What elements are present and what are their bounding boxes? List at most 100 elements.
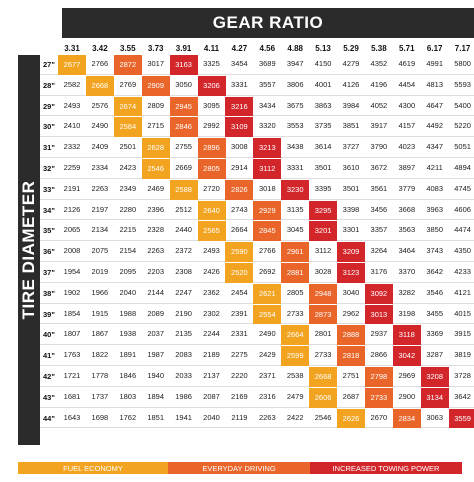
row-label: 30": [43, 122, 55, 132]
ratio-cell: 1940: [147, 371, 165, 380]
ratio-cell: 2576: [91, 100, 109, 110]
ratio-cell: 3455: [426, 308, 444, 318]
ratio-cell: 3806: [286, 79, 304, 89]
legend-label: INCREASED TOWING POWER: [332, 463, 440, 473]
ratio-cell: 5800: [454, 59, 471, 68]
ratio-cell: 2089: [147, 308, 165, 318]
ratio-cell: 3675: [286, 100, 304, 110]
ratio-cell: 2755: [175, 142, 192, 152]
column-header: 4.27: [231, 44, 248, 53]
ratio-cell: 2945: [169, 96, 198, 117]
ratio-cell: 2429: [258, 350, 276, 360]
ratio-cell: 2119: [231, 412, 248, 422]
ratio-cell: 2962: [342, 308, 360, 318]
ratio-cell: 2590: [225, 242, 254, 262]
row-label: 38": [43, 288, 55, 298]
row-label: 37": [43, 268, 55, 277]
ratio-cell: 3850: [426, 225, 444, 235]
column-header: 5.38: [371, 44, 387, 53]
ratio-cell: 3668: [398, 204, 416, 214]
ratio-cell: 3123: [337, 263, 365, 283]
ratio-cell: 4991: [426, 59, 444, 68]
ratio-cell: 4126: [342, 79, 360, 89]
ratio-cell: 2669: [175, 163, 192, 172]
ratio-cell: 3947: [286, 59, 304, 68]
ratio-cell: 2144: [147, 287, 165, 297]
ratio-cell: 3642: [454, 391, 471, 401]
ratio-cell: 3092: [364, 283, 393, 304]
ratio-cell: 2065: [63, 225, 81, 235]
ratio-cell: 3438: [286, 142, 304, 152]
ratio-cell: 2469: [147, 183, 165, 193]
ratio-cell: 4492: [426, 121, 444, 131]
ratio-cell: 3398: [342, 204, 360, 214]
ratio-cell: 1891: [119, 350, 137, 360]
ratio-cell: 1966: [91, 287, 109, 297]
ratio-cell: 2372: [175, 246, 192, 256]
ratio-cell: 4474: [454, 225, 471, 235]
ratio-cell: 1988: [119, 308, 137, 318]
ratio-cell: 3501: [314, 163, 332, 172]
ratio-cell: 4196: [370, 79, 388, 89]
ratio-cell: 1854: [63, 308, 81, 318]
row-label: 34": [43, 205, 55, 215]
ratio-cell: 3206: [197, 75, 226, 96]
ratio-cell: 3963: [426, 204, 444, 214]
ratio-cell: 3559: [448, 408, 474, 429]
ratio-cell: 2362: [203, 287, 220, 297]
side-title: TIRE DIAMETER: [19, 180, 38, 320]
ratio-cell: 2190: [175, 308, 192, 318]
ratio-cell: 2280: [119, 204, 137, 214]
column-header: 3.42: [92, 44, 108, 53]
ratio-cell: 3561: [370, 183, 388, 193]
ratio-cell: 2546: [314, 412, 332, 422]
title-bar: GEAR RATIO: [62, 8, 474, 38]
ratio-cell: 2259: [63, 163, 81, 172]
ratio-cell: 3135: [286, 204, 304, 214]
ratio-cell: 4745: [454, 183, 471, 193]
ratio-cell: 2135: [175, 329, 192, 339]
ratio-cell: 4352: [370, 59, 388, 68]
ratio-cell: 3735: [314, 121, 332, 131]
ratio-cell: 3163: [169, 55, 198, 75]
ratio-cell: 2733: [314, 350, 332, 360]
column-header: 3.73: [147, 44, 164, 53]
ratio-cell: 2546: [141, 159, 170, 179]
ratio-cell: 2826: [225, 179, 254, 200]
ratio-cell: 1681: [63, 391, 81, 401]
ratio-cell: 3357: [370, 225, 388, 235]
ratio-cell: 4023: [398, 142, 416, 152]
row-label: 36": [43, 247, 55, 257]
ratio-cell: 2599: [281, 346, 310, 366]
ratio-cell: 3370: [398, 267, 416, 276]
ratio-cell: 3727: [342, 142, 360, 152]
ratio-cell: 3201: [309, 221, 338, 242]
column-header: 3.91: [175, 44, 192, 53]
ratio-cell: 2992: [203, 121, 220, 131]
ratio-cell: 5400: [454, 100, 471, 110]
ratio-cell: 4894: [454, 163, 471, 172]
ratio-cell: 2766: [258, 246, 276, 256]
ratio-cell: 4300: [398, 100, 416, 110]
ratio-cell: 3216: [225, 96, 254, 117]
ratio-cell: 4052: [370, 100, 388, 110]
ratio-cell: 3851: [342, 121, 360, 131]
ratio-cell: 2692: [258, 267, 276, 276]
ratio-cell: 3563: [398, 225, 416, 235]
column-header: 5.29: [343, 44, 359, 53]
row-label: 40": [43, 330, 55, 340]
ratio-cell: 3295: [309, 200, 338, 221]
row-label: 35": [43, 226, 55, 236]
ratio-cell: 3642: [426, 267, 444, 276]
ratio-cell: 2687: [342, 391, 360, 401]
ratio-cell: 3790: [370, 142, 388, 152]
ratio-cell: 3610: [342, 163, 360, 172]
ratio-cell: 4001: [314, 79, 332, 89]
ratio-cell: 4279: [342, 59, 360, 68]
ratio-cell: 2751: [342, 371, 360, 380]
ratio-cell: 3213: [253, 138, 282, 158]
row-label: 41": [43, 351, 55, 361]
ratio-cell: 3863: [314, 100, 332, 110]
ratio-cell: 2588: [169, 179, 198, 200]
ratio-cell: 2247: [175, 287, 192, 297]
